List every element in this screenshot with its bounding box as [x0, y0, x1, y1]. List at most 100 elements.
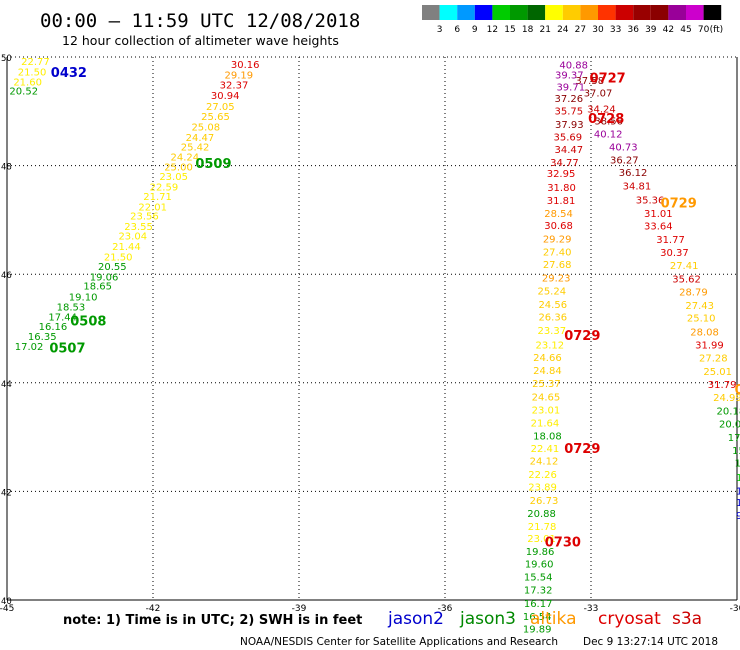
wave-height-label: 12.0: [736, 473, 740, 484]
wave-height-label: 23.55: [124, 222, 153, 233]
wave-height-label: 23.89: [528, 483, 557, 494]
wave-height-label: 20.18: [717, 407, 740, 418]
colorbar-swatch: [650, 5, 669, 20]
wave-height-label: 23.12: [536, 340, 565, 351]
colorbar-swatch: [510, 5, 528, 20]
wave-height-label: 29.29: [543, 234, 572, 245]
x-tick-label: -39: [292, 604, 307, 614]
wave-height-label: 34.24: [587, 105, 616, 116]
colorbar-label: 21: [539, 25, 550, 35]
wave-height-label: 23.05: [159, 172, 188, 183]
wave-height-label: 17.86: [728, 433, 740, 444]
wave-height-label: 31.01: [644, 209, 673, 220]
wave-height-label: 10: [736, 498, 740, 509]
colorbar-swatch: [633, 5, 651, 20]
wave-height-label: 19.60: [525, 560, 554, 571]
x-tick-label: -42: [146, 604, 161, 614]
wave-height-label: 19.89: [523, 624, 552, 635]
header: 00:00 — 11:59 UTC 12/08/2018 12 hour col…: [40, 10, 360, 48]
chart-subtitle: 12 hour collection of altimeter wave hei…: [62, 33, 339, 48]
wave-height-label: 36.27: [610, 156, 639, 167]
colorbar-label: 6: [454, 25, 460, 35]
wave-height-label: 30.16: [231, 60, 260, 71]
wave-height-label: 24.56: [538, 300, 567, 311]
wave-height-label: 35.36: [636, 195, 665, 206]
wave-height-label: 34.47: [555, 145, 584, 156]
wave-height-label: 15.95: [732, 446, 740, 457]
wave-height-label: 39.71: [556, 82, 585, 93]
colorbar-swatch: [527, 5, 546, 20]
colorbar-swatch: [492, 5, 510, 20]
wave-height-label: 16.54: [523, 612, 552, 623]
colorbar-label: 15: [504, 25, 515, 35]
wave-height-label: 21.71: [143, 192, 172, 203]
wave-height-label: 23.01: [532, 405, 561, 416]
wave-height-label: 25.42: [181, 143, 210, 154]
colorbar-label: 27: [575, 25, 586, 35]
wave-height-label: 21.78: [528, 522, 557, 533]
wave-height-label: 31.79: [708, 380, 737, 391]
wave-height-label: 18.65: [83, 282, 112, 293]
wave-height-label: 19.10: [69, 293, 98, 304]
wave-height-label: 26.73: [530, 496, 559, 507]
colorbar-swatch: [545, 5, 563, 20]
footer-note: note: 1) Time is in UTC; 2) SWH is in fe…: [63, 613, 362, 628]
wave-height-label: 20.55: [98, 262, 127, 273]
wave-height-label: 16.35: [28, 332, 57, 343]
footer: note: 1) Time is in UTC; 2) SWH is in fe…: [63, 609, 718, 648]
wave-height-label: 22.77: [21, 57, 50, 68]
y-tick-label: 50: [1, 54, 12, 64]
wave-height-label: 30.68: [544, 221, 573, 232]
wave-height-label: 36.12: [619, 168, 648, 179]
pass-time-label: 0432: [51, 66, 87, 81]
wave-height-label: 21.50: [18, 68, 47, 79]
colorbar-label: 36: [627, 25, 639, 35]
colorbar-unit: (ft): [710, 25, 724, 35]
wave-height-label: 24.47: [186, 133, 215, 144]
colorbar-label: 3: [437, 25, 443, 35]
y-tick-label: 40: [1, 597, 12, 607]
wave-height-label: 37.58: [575, 76, 604, 87]
data-labels: 22.7721.5021.6020.5230.1629.1932.3730.94…: [9, 57, 740, 635]
wave-height-label: 16.16: [39, 322, 68, 333]
colorbar-swatch: [474, 5, 493, 20]
wave-height-label: 27.05: [206, 102, 235, 113]
axis-ticks: -45 -42 -39 -36 -33 -30 40 42 44 46 48 50: [0, 54, 740, 614]
wave-height-label: 24.12: [530, 456, 559, 467]
wave-height-label: 17.44: [48, 313, 77, 324]
wave-height-label: 20.88: [527, 509, 556, 520]
wave-height-label: 27.43: [685, 301, 714, 312]
pass-time-label: 0729: [564, 442, 600, 457]
wave-height-label: 40.73: [609, 143, 638, 154]
wave-height-label: 18.53: [57, 302, 86, 313]
pass-time-label: 0729: [661, 197, 697, 212]
wave-height-label: 17.32: [524, 586, 553, 597]
wave-height-label: 16.17: [524, 599, 553, 610]
wave-height-label: 21.64: [531, 418, 560, 429]
wave-height-label: 20.52: [9, 87, 38, 98]
colorbar-swatch: [422, 5, 440, 20]
wave-height-label: 23.37: [537, 326, 566, 337]
legend-altika: altika: [530, 609, 577, 629]
y-tick-label: 44: [1, 380, 12, 390]
wave-height-label: 24.24: [171, 152, 200, 163]
wave-height-label: 25.24: [537, 287, 566, 298]
colorbar-swatch: [562, 5, 581, 20]
wave-height-label: 35.69: [554, 132, 583, 143]
wave-height-label: 29.19: [225, 70, 254, 81]
wave-height-label: 26.36: [538, 313, 567, 324]
wave-height-label: 19.06: [90, 272, 119, 283]
x-tick-label: -33: [584, 604, 599, 614]
wave-height-label: 32.37: [220, 81, 249, 92]
colorbar-label: 24: [557, 25, 569, 35]
wave-height-label: 21.44: [112, 242, 141, 253]
pass-time-label: 0729: [564, 329, 600, 344]
wave-height-label: 37.07: [584, 88, 613, 99]
colorbar-swatch: [439, 5, 458, 20]
wave-height-label: 23.01: [527, 534, 556, 545]
wave-height-label: 15.54: [524, 573, 553, 584]
wave-height-label: 22.26: [528, 470, 557, 481]
wave-height-label: 24.65: [532, 392, 561, 403]
wave-height-label: 25.00: [164, 163, 193, 174]
